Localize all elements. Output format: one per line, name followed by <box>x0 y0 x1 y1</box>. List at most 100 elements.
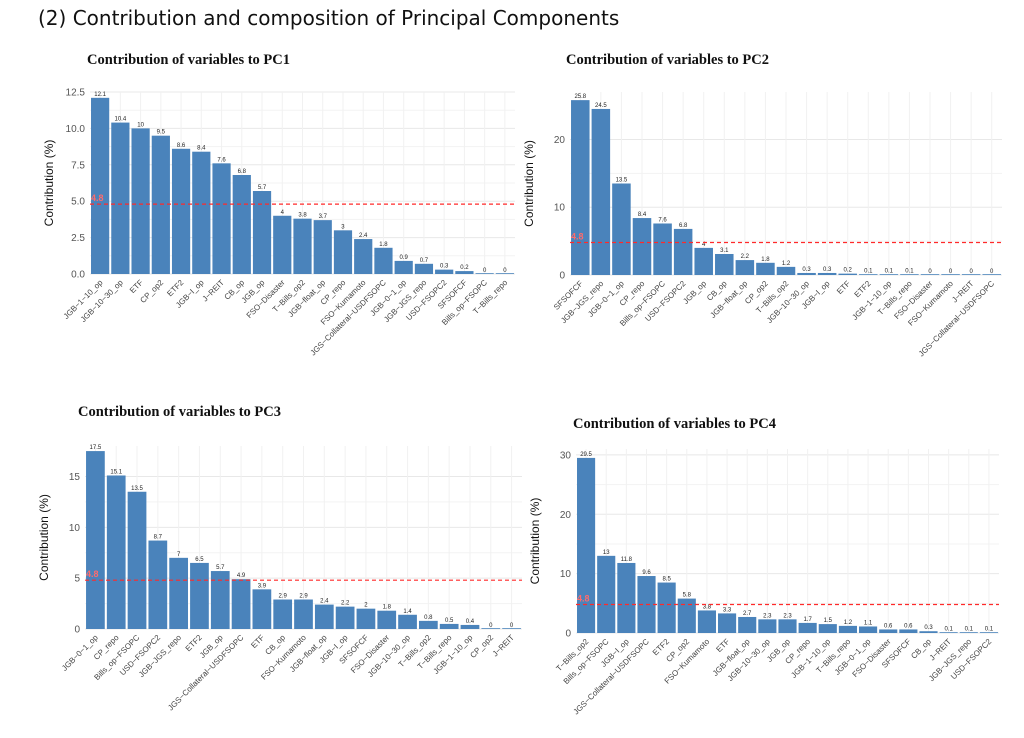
bar-value-label: 0.3 <box>440 264 449 270</box>
bar <box>439 623 459 629</box>
bar <box>694 247 713 275</box>
bar <box>859 626 878 633</box>
bar <box>377 610 397 629</box>
bar-value-label: 1.7 <box>803 617 812 623</box>
bar-value-label: 2.2 <box>741 254 750 260</box>
bar <box>677 598 696 633</box>
bar-value-label: 1.8 <box>383 605 392 611</box>
category-label: ETF <box>714 637 731 654</box>
chart-title-pc4: Contribution of variables to PC4 <box>573 416 776 432</box>
bar <box>106 475 126 629</box>
reference-line-label: 4.8 <box>91 193 104 203</box>
bar-value-label: 0.9 <box>400 255 409 261</box>
bar-value-label: 4 <box>702 242 706 248</box>
bar-value-label: 0 <box>949 269 953 275</box>
bar-value-label: 2.3 <box>763 613 772 619</box>
bar-value-label: 2.3 <box>783 613 792 619</box>
bar-value-label: 4.9 <box>237 573 246 579</box>
bar-value-label: 0 <box>510 623 514 629</box>
bar-value-label: 1.4 <box>403 609 412 615</box>
category-label: ETF <box>835 279 852 296</box>
bar <box>313 220 332 274</box>
bar <box>838 625 857 633</box>
bar <box>919 631 938 633</box>
bar-value-label: 0.1 <box>864 268 873 274</box>
bar-value-label: 0.1 <box>944 626 953 632</box>
bar <box>738 616 757 633</box>
bar-value-label: 9.5 <box>157 130 166 136</box>
bar <box>356 608 376 629</box>
bar-value-label: 10.4 <box>115 117 127 123</box>
bar-value-label: 0.3 <box>924 625 933 631</box>
bar <box>715 253 734 275</box>
bar-value-label: 9.6 <box>642 570 651 576</box>
y-tick-label: 5.0 <box>71 197 85 208</box>
bar-value-label: 0 <box>969 269 973 275</box>
page-heading: (2) Contribution and composition of Prin… <box>38 6 620 30</box>
bar <box>756 262 775 275</box>
bar-value-label: 3.8 <box>703 604 712 610</box>
bar <box>111 122 130 274</box>
bar <box>460 624 480 629</box>
bar-value-label: 4 <box>281 210 285 216</box>
bar-value-label: 0.1 <box>985 626 994 632</box>
category-label: ETF <box>128 278 145 295</box>
y-axis-label: Contribution (%) <box>528 498 542 585</box>
bar <box>818 624 837 633</box>
bar-value-label: 1.8 <box>761 257 770 263</box>
bar <box>354 239 373 274</box>
bar <box>481 628 501 629</box>
bar <box>231 579 251 629</box>
bar-value-label: 0.7 <box>420 258 429 264</box>
bar-value-label: 3.8 <box>298 213 307 219</box>
bar-value-label: 7 <box>177 552 181 558</box>
y-tick-label: 10.0 <box>66 124 86 135</box>
bar <box>632 218 652 275</box>
bar <box>414 263 434 274</box>
category-label: J−REIT <box>491 633 516 658</box>
bar-value-label: 0 <box>503 268 507 274</box>
bar-value-label: 7.6 <box>658 217 667 223</box>
bar <box>475 273 494 274</box>
bar <box>617 562 636 633</box>
bar <box>900 274 919 275</box>
bar <box>418 620 438 629</box>
y-tick-label: 30 <box>560 450 572 461</box>
bar-value-label: 1.2 <box>782 261 791 267</box>
bar <box>273 215 292 274</box>
bar <box>961 274 981 275</box>
y-tick-label: 20 <box>560 510 572 521</box>
bar-value-label: 3.3 <box>723 607 732 613</box>
bar <box>171 148 191 274</box>
bar <box>192 151 211 274</box>
y-axis-label: Contribution (%) <box>522 140 536 227</box>
y-tick-label: 5 <box>74 574 80 585</box>
bar-value-label: 0.3 <box>802 267 811 273</box>
bar-value-label: 7.6 <box>217 157 226 163</box>
bar <box>232 174 251 274</box>
bar <box>859 274 878 275</box>
bar-value-label: 13.5 <box>616 178 628 184</box>
bar-value-label: 2.9 <box>279 594 288 600</box>
y-axis-label: Contribution (%) <box>42 140 56 227</box>
y-tick-label: 0.0 <box>71 270 85 281</box>
bar <box>718 613 737 633</box>
bar-value-label: 1.1 <box>864 620 873 626</box>
bar <box>394 260 413 274</box>
category-label: CP_op2 <box>138 278 165 305</box>
bar-value-label: 0 <box>928 269 932 275</box>
bar <box>131 128 150 274</box>
bar <box>86 451 105 629</box>
category-label: CP_op2 <box>468 633 495 660</box>
bar-value-label: 6.8 <box>679 223 688 229</box>
bar <box>591 108 611 275</box>
y-tick-label: 20 <box>554 135 566 146</box>
bar-value-label: 25.8 <box>574 94 586 100</box>
bar-value-label: 5.8 <box>683 593 692 599</box>
bar <box>673 228 693 275</box>
bar <box>577 457 596 633</box>
y-tick-label: 10 <box>560 569 572 580</box>
bar-value-label: 13 <box>603 550 610 556</box>
bar-value-label: 0.3 <box>823 267 832 273</box>
